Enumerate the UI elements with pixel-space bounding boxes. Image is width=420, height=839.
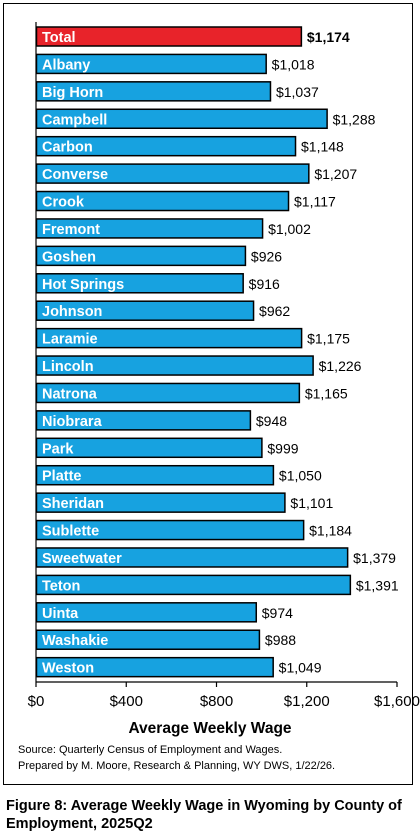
x-axis: $0 $400 $800 $1,200 $1,600 (28, 22, 420, 710)
category-label-converse: Converse (42, 167, 108, 183)
source-line: Source: Quarterly Census of Employment a… (18, 744, 283, 756)
bar-total (35, 26, 303, 47)
value-label-washakie: $988 (265, 632, 296, 648)
x-tick-label: $400 (110, 693, 143, 710)
category-label-natrona: Natrona (42, 386, 98, 402)
value-label-crook: $1,117 (294, 194, 336, 210)
category-label-goshen: Goshen (42, 249, 96, 265)
value-label-sublette: $1,184 (309, 523, 352, 539)
category-label-sheridan: Sheridan (42, 496, 104, 512)
category-label-total: Total (42, 30, 76, 46)
value-label-uinta: $974 (262, 605, 293, 621)
value-label-laramie: $1,175 (307, 331, 350, 347)
source-note: Source: Quarterly Census of Employment a… (18, 742, 335, 774)
x-tick-label: $0 (28, 693, 45, 710)
value-label-big-horn: $1,037 (276, 84, 319, 100)
category-label-campbell: Campbell (42, 112, 107, 128)
category-label-fremont: Fremont (42, 222, 100, 238)
category-label-laramie: Laramie (42, 332, 98, 348)
category-label-washakie: Washakie (42, 633, 108, 649)
category-label-carbon: Carbon (42, 140, 93, 156)
value-label-lincoln: $1,226 (319, 358, 362, 374)
category-label-teton: Teton (42, 578, 80, 594)
value-label-teton: $1,391 (356, 577, 399, 593)
value-label-goshen: $926 (251, 248, 282, 264)
value-label-johnson: $962 (259, 303, 290, 319)
value-label-fremont: $1,002 (268, 221, 311, 237)
value-label-platte: $1,050 (279, 468, 322, 484)
category-label-albany: Albany (42, 57, 90, 73)
category-label-hot-springs: Hot Springs (42, 277, 124, 293)
value-label-sheridan: $1,101 (290, 495, 333, 511)
figure-caption: Figure 8: Average Weekly Wage in Wyoming… (6, 798, 402, 832)
x-tick-label: $1,200 (284, 693, 330, 710)
x-tick-label: $1,600 (374, 693, 420, 710)
category-label-sweetwater: Sweetwater (42, 551, 122, 567)
x-axis-title: Average Weekly Wage (128, 720, 291, 737)
value-label-natrona: $1,165 (305, 385, 348, 401)
value-label-campbell: $1,288 (333, 111, 376, 127)
bar-teton (35, 574, 352, 596)
value-label-albany: $1,018 (272, 56, 315, 72)
category-label-niobrara: Niobrara (42, 414, 103, 430)
category-label-big-horn: Big Horn (42, 85, 103, 101)
category-label-johnson: Johnson (42, 304, 102, 320)
value-label-hot-springs: $916 (249, 276, 280, 292)
x-tick-label: $800 (200, 693, 233, 710)
prepared-by-line: Prepared by M. Moore, Research & Plannin… (18, 760, 336, 772)
category-label-uinta: Uinta (42, 606, 79, 622)
value-label-niobrara: $948 (256, 413, 287, 429)
bars-layer: Total $1,174 Albany $1,018 Big Horn $1,037 Cam… (35, 26, 399, 678)
category-label-sublette: Sublette (42, 524, 99, 540)
value-label-carbon: $1,148 (301, 139, 344, 155)
value-label-park: $999 (267, 440, 298, 456)
category-label-lincoln: Lincoln (42, 359, 94, 375)
value-label-converse: $1,207 (314, 166, 357, 182)
category-label-park: Park (42, 441, 74, 457)
category-label-weston: Weston (42, 661, 94, 677)
value-label-sweetwater: $1,379 (353, 550, 396, 566)
value-label-weston: $1,049 (279, 660, 322, 676)
category-label-platte: Platte (42, 469, 82, 485)
category-label-crook: Crook (42, 195, 85, 211)
value-label-total: $1,174 (307, 29, 350, 45)
